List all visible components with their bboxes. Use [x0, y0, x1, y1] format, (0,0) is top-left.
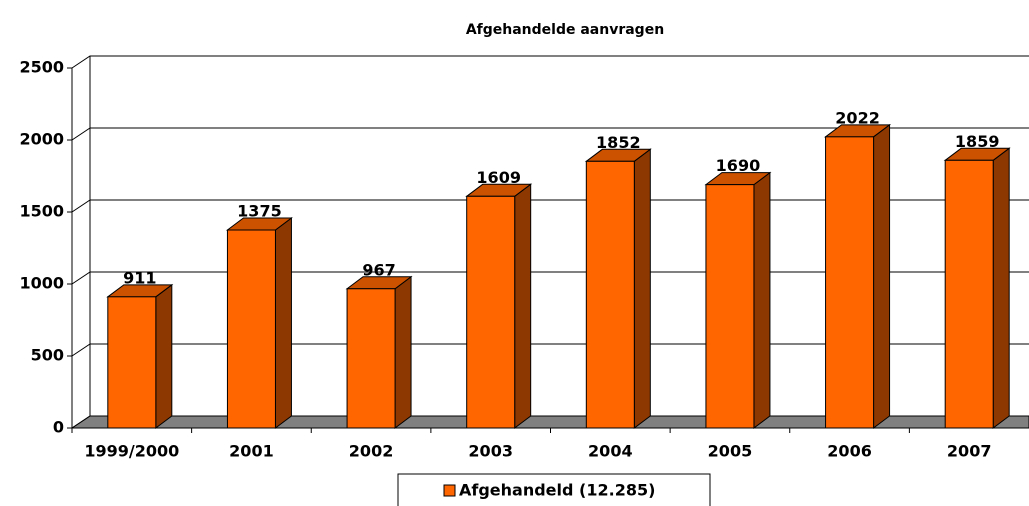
legend-swatch — [443, 484, 456, 497]
bar-front — [107, 296, 157, 429]
y-tick-label: 2000 — [19, 130, 64, 149]
bar-side — [274, 217, 292, 429]
bar — [465, 183, 533, 429]
bar — [106, 283, 174, 429]
bar-front — [466, 195, 516, 429]
y-tick-label: 500 — [31, 346, 64, 365]
grid-line — [71, 127, 1029, 141]
bar — [345, 275, 413, 429]
value-label: 1609 — [476, 168, 521, 187]
bar — [584, 148, 652, 429]
chart-title: Afgehandelde aanvragen — [466, 22, 664, 38]
bar-front — [944, 159, 994, 429]
x-tick-label: 2003 — [468, 442, 513, 461]
bar — [225, 217, 293, 429]
bar-front — [346, 288, 396, 429]
bar-front — [705, 184, 755, 429]
value-label: 1375 — [237, 202, 282, 221]
bar — [943, 147, 1011, 429]
y-tick-label: 1000 — [19, 274, 64, 293]
legend-label: Afgehandeld (12.285) — [459, 481, 655, 500]
bar-front — [226, 229, 276, 429]
bar-side — [873, 123, 891, 429]
x-tick-label: 2005 — [708, 442, 753, 461]
value-label: 1859 — [955, 132, 1000, 151]
bar-side — [155, 283, 173, 429]
y-tick-label: 2500 — [19, 58, 64, 77]
x-tick-label: 2007 — [947, 442, 992, 461]
bar-side — [514, 183, 532, 429]
x-tick-label: 2002 — [349, 442, 394, 461]
value-label: 2022 — [835, 108, 880, 127]
bar-side — [753, 171, 771, 429]
bar — [824, 123, 892, 429]
y-tick-label: 0 — [53, 418, 64, 437]
x-tick-label: 2004 — [588, 442, 633, 461]
bar — [704, 171, 772, 429]
x-tick-label: 1999/2000 — [84, 442, 179, 461]
grid-line — [71, 55, 1029, 69]
x-tick-label: 2006 — [827, 442, 872, 461]
value-label: 1690 — [716, 156, 761, 175]
bar-side — [992, 147, 1010, 429]
bar-front — [825, 136, 875, 429]
value-label: 1852 — [596, 133, 641, 152]
bar-front — [585, 160, 635, 429]
value-label: 967 — [362, 260, 395, 279]
y-tick-label: 1500 — [19, 202, 64, 221]
x-tick-label: 2001 — [229, 442, 274, 461]
value-label: 911 — [123, 268, 156, 287]
bar-side — [394, 275, 412, 429]
bar-side — [633, 148, 651, 429]
